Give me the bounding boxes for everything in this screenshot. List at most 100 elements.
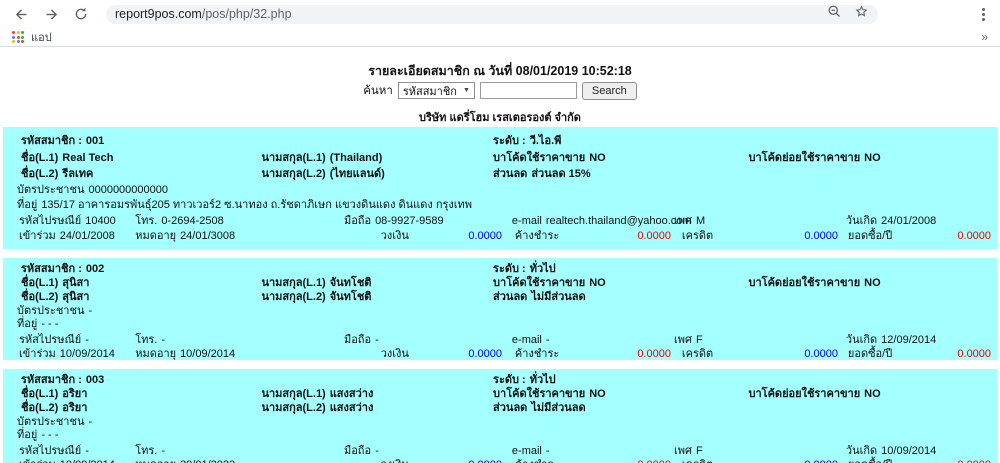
level-label: ระดับ : [493, 135, 526, 147]
barcode-price-value: NO [589, 388, 606, 400]
sub-barcode-price-value: NO [864, 388, 881, 400]
address-value: 135/17 อาคารอมรพันธุ์205 ทาวเวอร์2 ซ.นาท… [41, 199, 473, 211]
apps-grid-icon[interactable] [12, 31, 24, 43]
email-value: - [545, 445, 550, 457]
bookmark-apps-label[interactable]: แอป [31, 32, 52, 44]
name-l2-value: รีลเทค [62, 168, 94, 180]
outstanding-label: ค้างชำระ [514, 230, 560, 242]
credit-limit-label: วงเงิน [380, 348, 409, 360]
browser-menu-icon[interactable] [976, 7, 990, 21]
address-label: ที่อยู่ [17, 318, 38, 330]
surname-l1-value: จันทโชติ [329, 277, 372, 289]
purchase-per-year-value: 0.0000 [957, 459, 991, 463]
reload-icon[interactable] [70, 3, 92, 25]
chevron-down-icon: ▼ [462, 87, 470, 94]
level-field: ระดับ : ทั่วไป [493, 263, 556, 275]
surname-l1-label: นามสกุล(L.1) [261, 388, 326, 400]
url-text[interactable]: report9pos.com/pos/php/32.php [115, 7, 827, 21]
joined-label: เข้าร่วม [19, 459, 56, 463]
birthdate-label: วันเกิด [845, 334, 878, 346]
joined-field: เข้าร่วม 24/01/2008 [19, 230, 115, 242]
page-title: รายละเอียดสมาชิก ณ วันที่ 08/01/2019 10:… [368, 64, 632, 78]
outstanding-value: 0.0000 [637, 348, 671, 360]
level-label: ระดับ : [493, 374, 526, 386]
joined-field: เข้าร่วม 10/09/2014 [19, 459, 115, 463]
search-button[interactable]: Search [581, 81, 637, 100]
level-value: ทั่วไป [529, 374, 556, 386]
discount-field: ส่วนลด ไม่มีส่วนลด [493, 402, 586, 414]
sub-barcode-price-value: NO [864, 152, 881, 164]
barcode-price-field: บาโค้ดใช้ราคาขาย NO [493, 277, 606, 289]
bookmarks-overflow-icon[interactable]: » [981, 30, 988, 44]
barcode-price-value: NO [589, 152, 606, 164]
id-card-label: บัตรประชาชน [17, 416, 85, 428]
joined-value: 10/09/2014 [60, 459, 115, 463]
credit-value: 0.0000 [804, 459, 838, 463]
page-content: รายละเอียดสมาชิก ณ วันที่ 08/01/2019 10:… [0, 47, 1000, 463]
zoom-icon[interactable] [827, 4, 842, 24]
barcode-price-field: บาโค้ดใช้ราคาขาย NO [493, 388, 606, 400]
search-input[interactable] [479, 82, 577, 99]
bookmark-star-icon[interactable] [854, 4, 869, 24]
birthdate-value: 24/01/2008 [881, 215, 937, 227]
email-label: e-mail [511, 445, 542, 457]
discount-value: ไม่มีส่วนลด [531, 402, 586, 414]
tel-field: โทร. 0-2694-2508 [135, 215, 224, 227]
surname-l2-field: นามสกุล(L.2) (ไทยแลนด์) [261, 168, 384, 180]
level-value: วี.ไอ.พี [529, 135, 562, 147]
expires-value: 24/01/3008 [180, 230, 236, 242]
id-card-field: บัตรประชาชน - [17, 416, 92, 428]
email-field: e-mail - [512, 334, 550, 346]
credit-label: เครดิต [681, 348, 714, 360]
mobile-value: - [375, 334, 379, 346]
mobile-label: มือถือ [343, 215, 372, 227]
gender-label: เพศ [673, 445, 692, 457]
tel-label: โทร. [135, 445, 158, 457]
discount-label: ส่วนลด [493, 402, 528, 414]
address-label: ที่อยู่ [17, 199, 38, 211]
tel-label: โทร. [135, 334, 158, 346]
barcode-price-label: บาโค้ดใช้ราคาขาย [493, 277, 586, 289]
surname-l2-value: จันทโชติ [329, 291, 372, 303]
outstanding-label: ค้างชำระ [515, 459, 559, 463]
name-l1-label: ชื่อ(L.1) [21, 388, 59, 400]
email-label: e-mail [511, 334, 542, 346]
url-path: /pos/php/32.php [201, 7, 292, 21]
search-field-select[interactable]: รหัสสมาชิก ▼ [397, 82, 475, 99]
credit-limit-value: 0.0000 [468, 230, 502, 242]
level-value: ทั่วไป [529, 263, 556, 275]
sub-barcode-price-label: บาโค้ดย่อยใช้ราคาขาย [748, 277, 861, 289]
member-id-label: รหัสสมาชิก : [21, 135, 82, 147]
tel-field: โทร. - [135, 334, 165, 346]
credit-limit-value: 0.0000 [468, 459, 502, 463]
credit-limit-label: วงเงิน [380, 230, 409, 242]
gender-label: เพศ [673, 215, 692, 227]
name-l1-field: ชื่อ(L.1) Real Tech [21, 152, 113, 164]
joined-value: 24/01/2008 [59, 230, 115, 242]
mobile-field: มือถือ - [344, 334, 379, 346]
back-icon[interactable] [10, 3, 32, 25]
joined-value: 10/09/2014 [59, 348, 115, 360]
postcode-value: - [85, 334, 89, 346]
postcode-value: 10400 [85, 215, 116, 227]
purchase-per-year-value: 0.0000 [957, 230, 992, 242]
id-card-label: บัตรประชาชน [17, 305, 85, 317]
name-l1-label: ชื่อ(L.1) [21, 277, 59, 289]
address-bar[interactable]: report9pos.com/pos/php/32.php [106, 4, 878, 24]
browser-toolbar: report9pos.com/pos/php/32.php [0, 0, 1000, 28]
expires-field: หมดอายุ 24/01/3008 [135, 230, 235, 242]
surname-l2-label: นามสกุล(L.2) [261, 291, 326, 303]
member-id-value: 001 [85, 135, 105, 147]
surname-l1-value: แสงสว่าง [329, 388, 374, 400]
surname-l1-field: นามสกุล(L.1) จันทโชติ [261, 277, 371, 289]
mobile-label: มือถือ [343, 334, 372, 346]
gender-value: M [695, 215, 706, 227]
birthdate-label: วันเกิด [845, 215, 878, 227]
forward-icon[interactable] [40, 3, 62, 25]
expires-value: 10/09/2014 [180, 348, 236, 360]
url-domain: report9pos.com [115, 7, 202, 21]
name-l2-field: ชื่อ(L.2) สุนิสา [21, 291, 89, 303]
gender-value: F [695, 334, 703, 346]
name-l2-value: อริยา [62, 402, 88, 414]
discount-label: ส่วนลด [493, 291, 528, 303]
